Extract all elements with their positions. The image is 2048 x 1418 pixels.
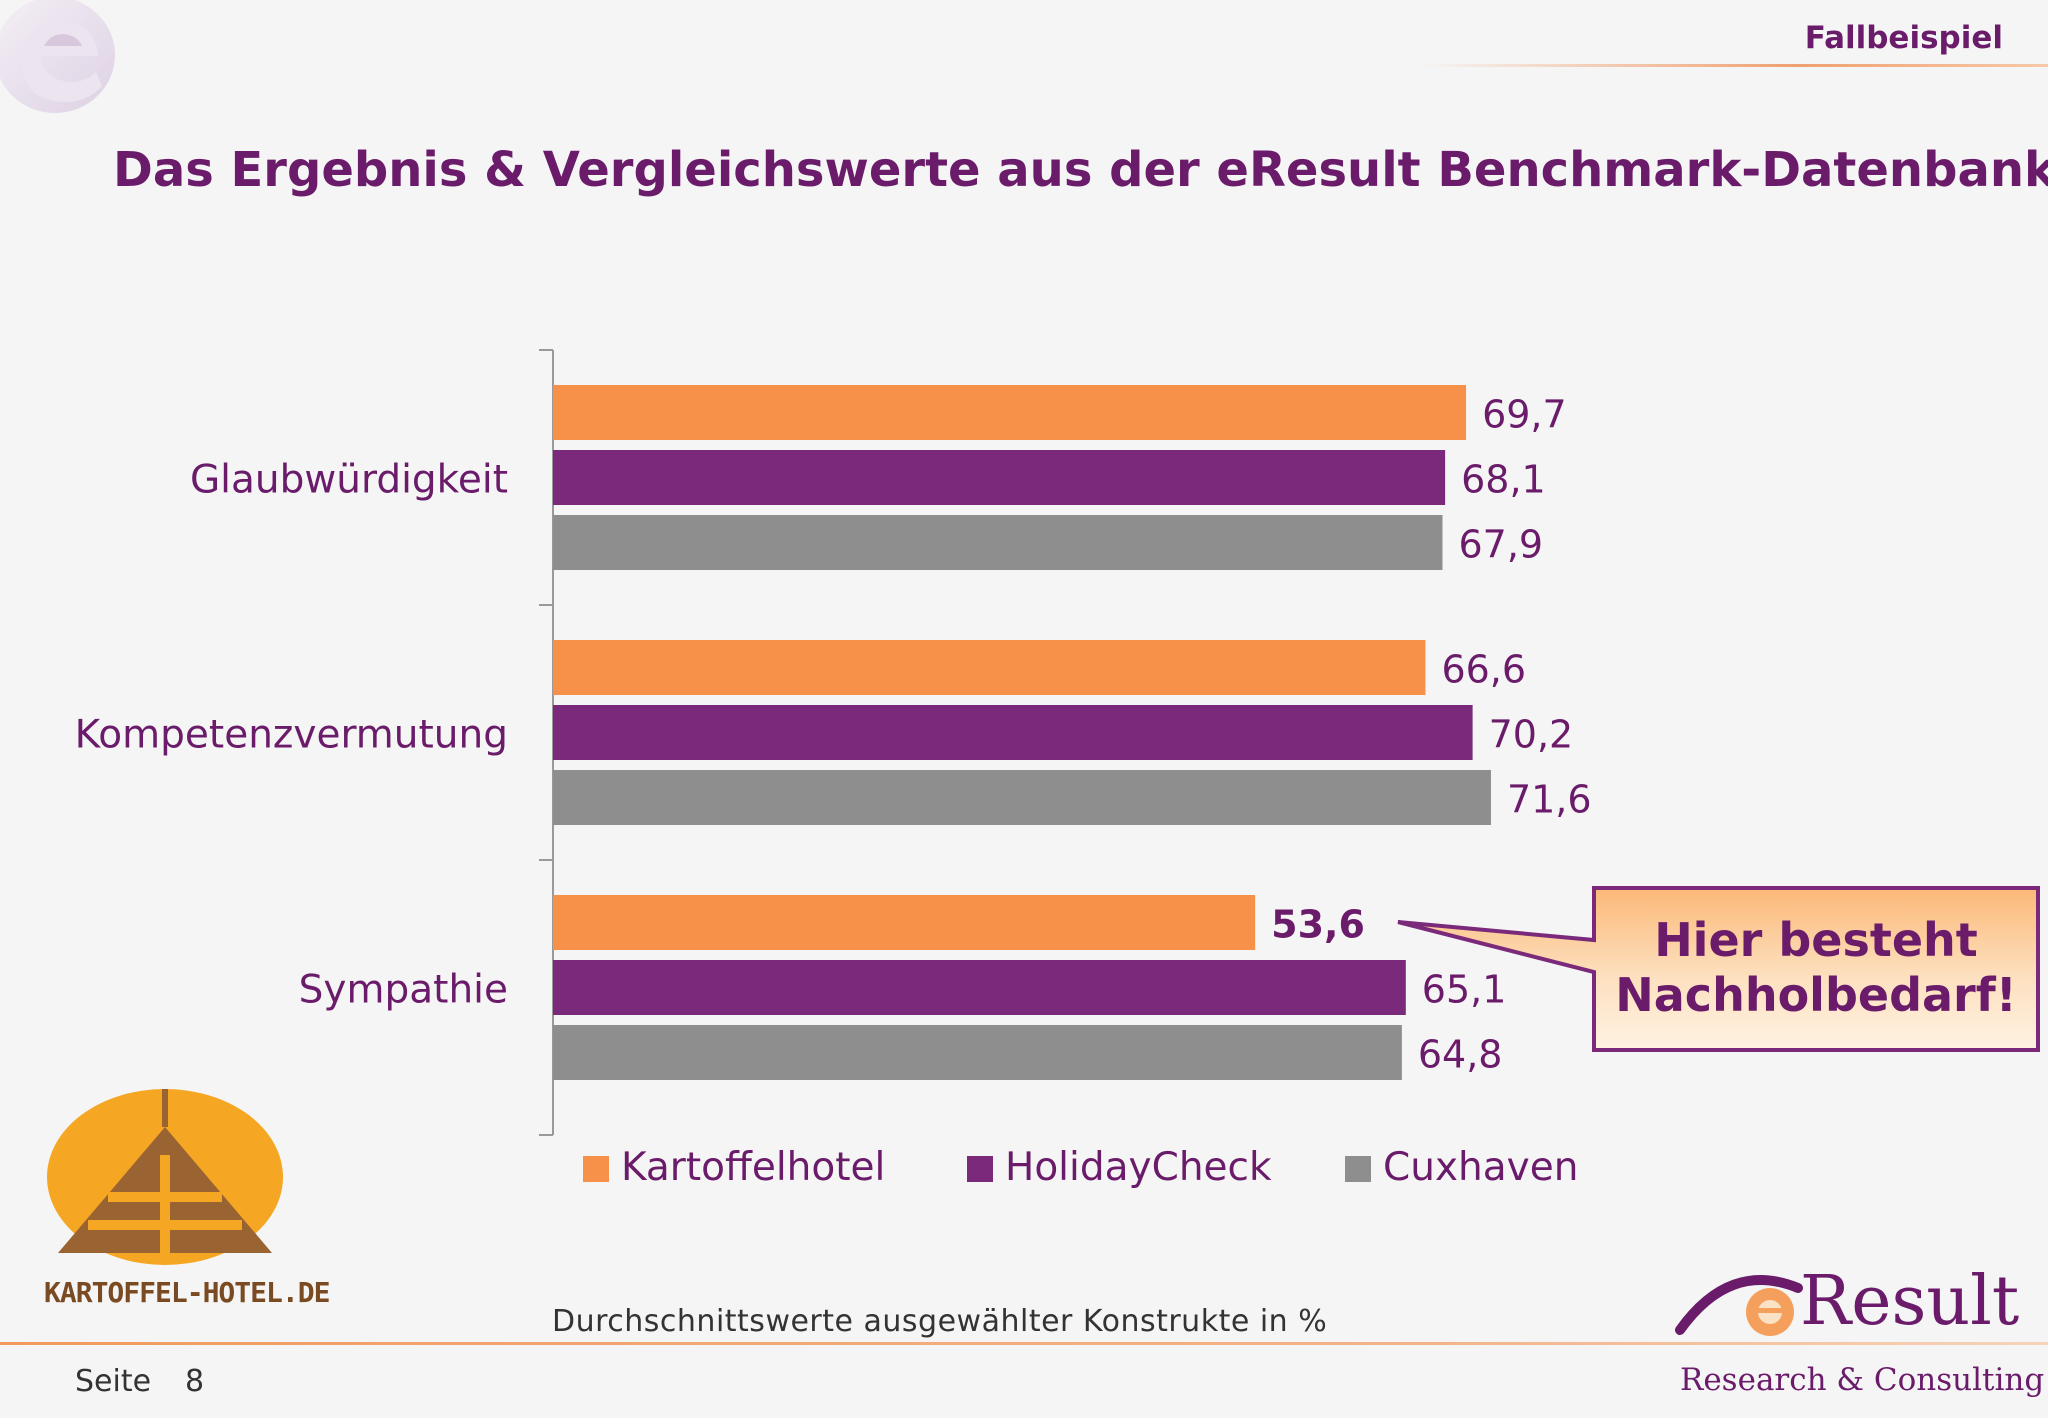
chart-axis (539, 349, 554, 1136)
bar-value-label: 53,6 (1271, 903, 1365, 947)
bar-chart: 69,7 68,1 67,9 66,6 70,2 71,6 53,6 65,1 64,8 Gla… (75, 349, 1592, 1190)
legend-label: HolidayCheck (1005, 1145, 1272, 1190)
kartoffel-hotel-logo (47, 1089, 283, 1265)
bar-value-label: 65,1 (1422, 968, 1507, 1012)
chart-value-labels: 69,7 68,1 67,9 66,6 70,2 71,6 53,6 65,1 64,8 (1271, 393, 1591, 1077)
bar-value-label: 70,2 (1489, 713, 1574, 757)
page-label: Seite (75, 1364, 152, 1399)
page-number: 8 (185, 1364, 205, 1399)
bar (553, 385, 1467, 440)
bar (553, 705, 1473, 760)
callout: Hier besteht Nachholbedarf! (1594, 886, 2038, 1050)
category-label: Sympathie (299, 968, 508, 1013)
legend-label: Cuxhaven (1383, 1145, 1578, 1190)
bar (553, 895, 1256, 950)
chart-bars (553, 385, 1491, 1080)
bar-value-label: 67,9 (1458, 523, 1543, 567)
bar (553, 450, 1446, 505)
legend-label: Kartoffelhotel (621, 1145, 885, 1190)
legend-swatch (967, 1156, 993, 1182)
footer-divider (0, 1342, 2048, 1345)
bar-value-label: 68,1 (1461, 458, 1546, 502)
bar (553, 640, 1426, 695)
chart-legend: Kartoffelhotel HolidayCheck Cuxhaven (583, 1145, 1578, 1190)
legend-swatch (1345, 1156, 1371, 1182)
chart-category-labels: Glaubwürdigkeit Kompetenzvermutung Sympath… (75, 458, 508, 1013)
bar-value-label: 64,8 (1418, 1033, 1503, 1077)
bar (553, 515, 1443, 570)
category-label: Kompetenzvermutung (75, 713, 508, 758)
brand-name: Result (1800, 1262, 2020, 1341)
brand-tagline: Research & Consulting (1680, 1362, 2045, 1398)
chart-caption: Durchschnittswerte ausgewählter Konstruk… (552, 1304, 1328, 1339)
category-label: Glaubwürdigkeit (190, 458, 508, 503)
legend-swatch (583, 1156, 609, 1182)
eresult-e-corner-icon (0, 0, 115, 113)
callout-shape (1397, 886, 2040, 1052)
page-title: Das Ergebnis & Vergleichswerte aus der e… (113, 142, 2048, 198)
callout-line-2: Nachholbedarf! (1615, 968, 2017, 1022)
bar-value-label: 66,6 (1441, 648, 1526, 692)
bar (553, 960, 1406, 1015)
header-divider (1420, 64, 2048, 67)
bar (553, 1025, 1402, 1080)
bar (553, 770, 1491, 825)
bar-value-label: 69,7 (1482, 393, 1567, 437)
callout-line-1: Hier besteht (1654, 912, 1978, 967)
section-label: Fallbeispiel (1804, 20, 2003, 56)
bar-value-label: 71,6 (1507, 778, 1592, 822)
eresult-logo (1675, 1275, 1803, 1336)
hotel-logo-text: KARTOFFEL-HOTEL.DE (44, 1276, 330, 1309)
